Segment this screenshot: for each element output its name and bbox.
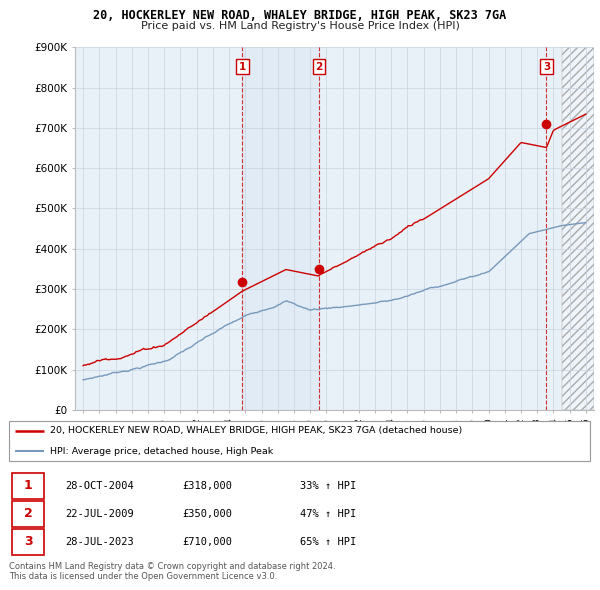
Text: Contains HM Land Registry data © Crown copyright and database right 2024.: Contains HM Land Registry data © Crown c… — [9, 562, 335, 571]
Text: 3: 3 — [543, 62, 550, 72]
Text: £350,000: £350,000 — [182, 509, 232, 519]
FancyBboxPatch shape — [12, 529, 44, 555]
Text: Price paid vs. HM Land Registry's House Price Index (HPI): Price paid vs. HM Land Registry's House … — [140, 21, 460, 31]
FancyBboxPatch shape — [12, 473, 44, 499]
Text: 28-JUL-2023: 28-JUL-2023 — [65, 537, 134, 547]
Text: This data is licensed under the Open Government Licence v3.0.: This data is licensed under the Open Gov… — [9, 572, 277, 581]
FancyBboxPatch shape — [12, 501, 44, 527]
Text: 47% ↑ HPI: 47% ↑ HPI — [300, 509, 356, 519]
Text: 2: 2 — [316, 62, 323, 72]
Text: 22-JUL-2009: 22-JUL-2009 — [65, 509, 134, 519]
Text: 33% ↑ HPI: 33% ↑ HPI — [300, 481, 356, 491]
Text: 3: 3 — [24, 535, 32, 548]
Text: 20, HOCKERLEY NEW ROAD, WHALEY BRIDGE, HIGH PEAK, SK23 7GA (detached house): 20, HOCKERLEY NEW ROAD, WHALEY BRIDGE, H… — [50, 427, 463, 435]
Text: 28-OCT-2004: 28-OCT-2004 — [65, 481, 134, 491]
Text: £318,000: £318,000 — [182, 481, 232, 491]
Text: 1: 1 — [23, 480, 32, 493]
Text: HPI: Average price, detached house, High Peak: HPI: Average price, detached house, High… — [50, 447, 274, 455]
Bar — [242, 47, 319, 410]
Text: 65% ↑ HPI: 65% ↑ HPI — [300, 537, 356, 547]
Text: 1: 1 — [239, 62, 246, 72]
Text: 20, HOCKERLEY NEW ROAD, WHALEY BRIDGE, HIGH PEAK, SK23 7GA: 20, HOCKERLEY NEW ROAD, WHALEY BRIDGE, H… — [94, 9, 506, 22]
Text: £710,000: £710,000 — [182, 537, 232, 547]
FancyBboxPatch shape — [9, 421, 590, 461]
Text: 2: 2 — [23, 507, 32, 520]
